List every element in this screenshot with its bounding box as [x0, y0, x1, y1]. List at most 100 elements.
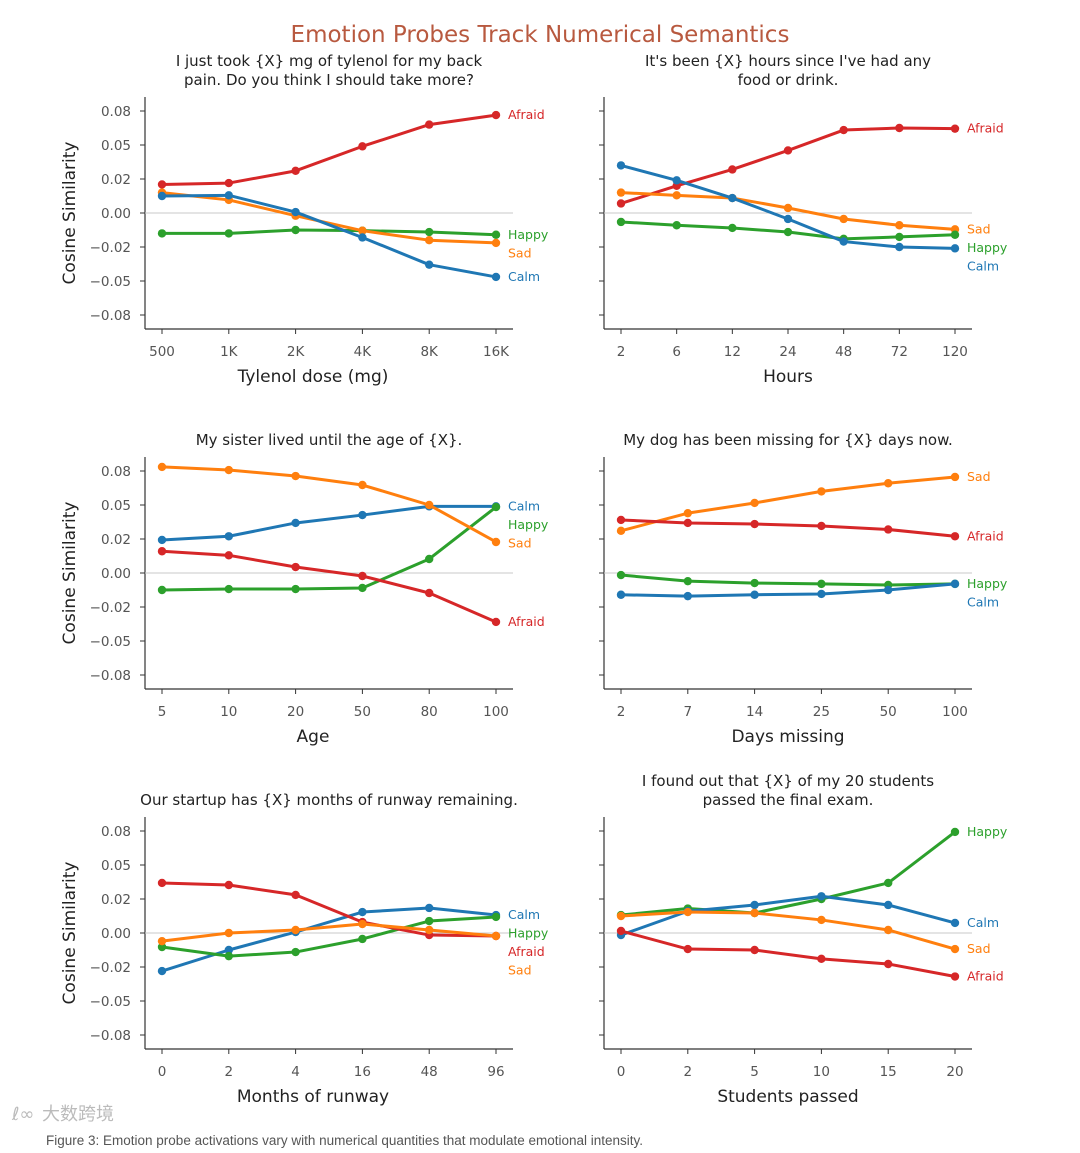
- series-line-happy: [161, 915, 497, 958]
- data-point-calm: [839, 237, 848, 246]
- data-point-afraid: [839, 125, 848, 135]
- data-point-calm: [224, 945, 233, 955]
- data-point-sad: [291, 925, 300, 935]
- x-tick-label: 5: [158, 704, 167, 720]
- x-tick-label: 10: [220, 704, 237, 720]
- data-point-happy: [157, 942, 167, 952]
- data-point-calm: [817, 892, 826, 901]
- watermark-logo: ℓ∞: [11, 1104, 34, 1125]
- data-point-afraid: [224, 178, 233, 188]
- x-tick-label: 96: [487, 1064, 504, 1080]
- panel-title: I just took {X} mg of tylenol for my bac…: [176, 52, 483, 70]
- x-tick-label: 1K: [220, 344, 239, 360]
- panel-3: My sister lived until the age of {X}. 0.0…: [60, 431, 549, 747]
- data-point-afraid: [783, 146, 793, 155]
- series-label-sad: Sad: [967, 941, 991, 956]
- series-line-afraid: [161, 881, 497, 938]
- data-point-sad: [950, 472, 960, 482]
- panel-title: I found out that {X} of my 20 students: [642, 772, 934, 790]
- y-tick-label: 0.02: [101, 172, 131, 188]
- data-point-afraid: [425, 120, 434, 129]
- data-point-calm: [358, 510, 367, 520]
- data-point-happy: [950, 230, 960, 239]
- x-tick-label: 2: [617, 704, 626, 720]
- panel-title: My dog has been missing for {X} days now…: [623, 431, 953, 449]
- data-point-afraid: [884, 959, 893, 969]
- y-tick-label: 0.00: [101, 926, 131, 942]
- data-point-happy: [358, 583, 367, 593]
- x-tick-label: 10: [813, 1064, 830, 1080]
- data-point-calm: [783, 214, 793, 224]
- data-point-happy: [358, 934, 367, 944]
- data-point-calm: [683, 591, 692, 601]
- data-point-sad: [750, 498, 759, 508]
- series-line-afraid: [620, 518, 956, 538]
- panel-title: Our startup has {X} months of runway rem…: [140, 791, 518, 809]
- data-point-calm: [728, 193, 737, 203]
- data-point-sad: [683, 907, 692, 917]
- data-point-happy: [491, 230, 501, 239]
- data-point-calm: [157, 191, 167, 201]
- data-point-afraid: [616, 199, 626, 208]
- series-line-sad: [161, 465, 497, 544]
- series-line-afraid: [161, 113, 497, 186]
- data-point-calm: [616, 590, 626, 599]
- data-point-afraid: [750, 945, 759, 955]
- x-tick-label: 500: [149, 344, 175, 360]
- data-point-calm: [817, 589, 826, 599]
- panel-6: I found out that {X} of my 20 studentspa…: [599, 772, 1008, 1107]
- panel-title: passed the final exam.: [703, 791, 874, 809]
- x-tick-label: 0: [158, 1064, 167, 1080]
- series-label-calm: Calm: [508, 498, 540, 513]
- data-point-sad: [224, 928, 233, 938]
- data-point-afraid: [358, 142, 367, 151]
- data-point-sad: [783, 203, 793, 213]
- data-point-sad: [224, 465, 233, 475]
- data-point-happy: [783, 227, 793, 237]
- y-tick-label: −0.02: [90, 960, 131, 976]
- x-tick-label: 4K: [354, 344, 373, 360]
- data-point-sad: [425, 925, 434, 935]
- x-tick-label: 100: [942, 704, 968, 720]
- data-point-afraid: [291, 562, 300, 572]
- y-tick-label: −0.05: [90, 994, 131, 1010]
- x-tick-label: 7: [684, 704, 693, 720]
- x-tick-label: 15: [880, 1064, 897, 1080]
- data-point-sad: [817, 915, 826, 925]
- y-axis-label: Cosine Similarity: [60, 502, 80, 645]
- panel-title: My sister lived until the age of {X}.: [196, 431, 463, 449]
- series-label-calm: Calm: [508, 269, 540, 284]
- watermark-text: 大数跨境: [42, 1104, 114, 1125]
- x-tick-label: 12: [724, 344, 741, 360]
- data-point-sad: [616, 911, 626, 921]
- data-point-sad: [157, 936, 167, 946]
- data-point-sad: [157, 462, 167, 472]
- data-point-happy: [157, 229, 167, 238]
- y-tick-label: 0.08: [101, 824, 131, 840]
- series-line-calm: [620, 894, 956, 937]
- panel-title: It's been {X} hours since I've had any: [645, 52, 931, 70]
- data-point-afraid: [895, 123, 904, 133]
- y-axis-label: Cosine Similarity: [60, 862, 80, 1005]
- data-point-happy: [884, 878, 893, 888]
- data-point-calm: [425, 903, 434, 913]
- x-axis-label: Tylenol dose (mg): [237, 367, 389, 387]
- data-point-calm: [157, 535, 167, 545]
- data-point-sad: [884, 925, 893, 935]
- data-point-happy: [291, 947, 300, 957]
- series-line-calm: [161, 906, 497, 973]
- series-label-afraid: Afraid: [967, 528, 1004, 543]
- data-point-afraid: [224, 880, 233, 890]
- data-point-calm: [358, 907, 367, 917]
- series-line-calm: [620, 582, 956, 598]
- y-tick-label: 0.05: [101, 858, 131, 874]
- x-tick-label: 2: [225, 1064, 234, 1080]
- x-tick-label: 2K: [287, 344, 306, 360]
- x-tick-label: 20: [287, 704, 304, 720]
- panel-4: My dog has been missing for {X} days now…: [599, 431, 1008, 747]
- series-label-happy: Happy: [508, 517, 549, 532]
- data-point-sad: [358, 480, 367, 490]
- y-tick-label: 0.02: [101, 532, 131, 548]
- panel-title: pain. Do you think I should take more?: [184, 71, 474, 89]
